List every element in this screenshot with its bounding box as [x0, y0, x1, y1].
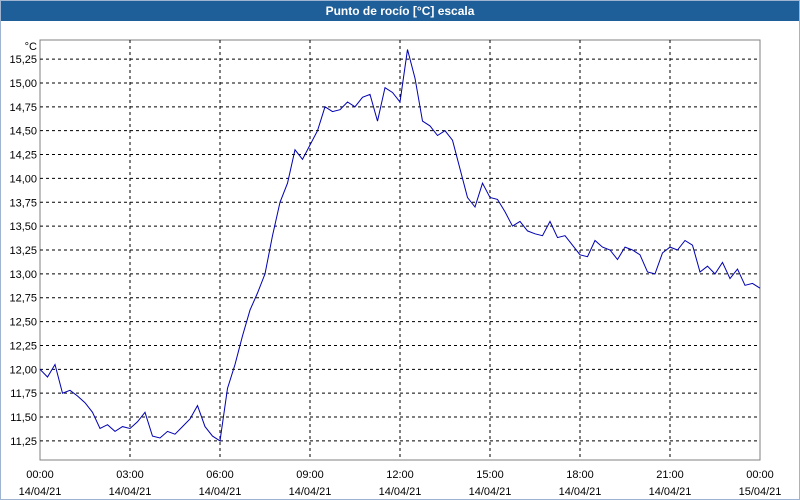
dewpoint-series-line — [39, 49, 761, 442]
y-tick-label: 11,50 — [10, 412, 37, 424]
x-tick-time: 21:00 — [656, 469, 684, 481]
x-tick-date: 14/04/21 — [379, 486, 422, 498]
x-tick-date: 14/04/21 — [199, 486, 242, 498]
y-tick-label: 15,00 — [9, 78, 37, 90]
y-tick-label: 12,25 — [9, 340, 37, 352]
y-tick-label: 13,50 — [9, 221, 37, 233]
x-tick-date: 14/04/21 — [649, 486, 692, 498]
y-tick-label: 12,75 — [9, 293, 37, 305]
x-tick-date: 14/04/21 — [469, 486, 512, 498]
y-tick-label: 14,50 — [9, 126, 37, 138]
chart-title: Punto de rocío [°C] escala — [1, 1, 799, 21]
x-tick-time: 00:00 — [746, 469, 774, 481]
y-axis-label: °C — [25, 41, 37, 53]
x-tick-time: 15:00 — [476, 469, 504, 481]
y-tick-label: 15,25 — [9, 54, 37, 66]
y-tick-label: 13,75 — [9, 197, 37, 209]
x-tick-date: 15/04/21 — [739, 486, 782, 498]
x-tick-time: 03:00 — [116, 469, 144, 481]
y-tick-label: 12,50 — [9, 317, 37, 329]
y-tick-label: 11,25 — [10, 436, 37, 448]
y-tick-label: 11,75 — [10, 388, 37, 400]
x-tick-time: 00:00 — [26, 469, 54, 481]
y-tick-label: 13,00 — [9, 269, 37, 281]
y-tick-label: 14,75 — [9, 102, 37, 114]
y-tick-label: 13,25 — [9, 245, 37, 257]
x-tick-time: 06:00 — [206, 469, 234, 481]
x-tick-date: 14/04/21 — [19, 486, 62, 498]
x-tick-time: 18:00 — [566, 469, 594, 481]
x-tick-time: 12:00 — [386, 469, 414, 481]
y-tick-label: 14,00 — [9, 173, 37, 185]
y-tick-label: 14,25 — [9, 150, 37, 162]
x-tick-date: 14/04/21 — [289, 486, 332, 498]
x-tick-time: 09:00 — [296, 469, 324, 481]
y-tick-label: 12,00 — [9, 364, 37, 376]
x-tick-date: 14/04/21 — [559, 486, 602, 498]
x-tick-date: 14/04/21 — [109, 486, 152, 498]
